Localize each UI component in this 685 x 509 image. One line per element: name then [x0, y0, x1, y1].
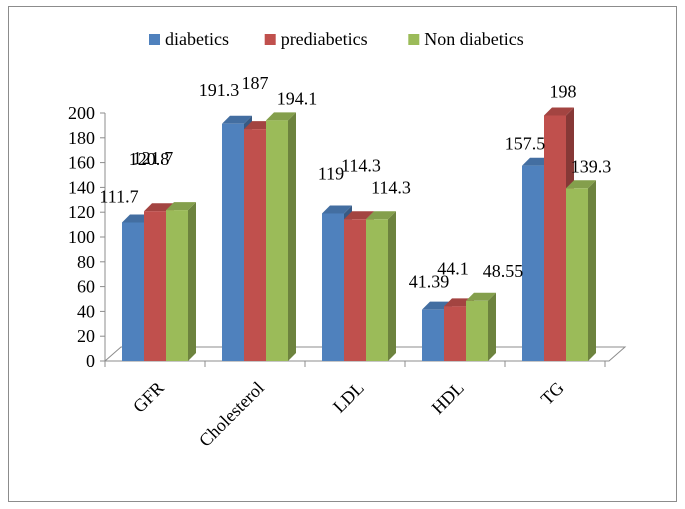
- bar-diabetics: [322, 213, 344, 361]
- data-label: 157.5: [505, 134, 546, 154]
- bar-non-diabetics: [166, 210, 188, 361]
- bar-top: [344, 211, 374, 220]
- bar-side: [388, 211, 396, 361]
- bar-prediabetics: [544, 115, 566, 361]
- legend-label: prediabetics: [281, 29, 368, 49]
- data-label: 191.3: [199, 80, 240, 100]
- bar-non-diabetics: [566, 188, 588, 361]
- bar-prediabetics: [144, 211, 166, 361]
- x-category-label: TG: [537, 378, 568, 409]
- bar-top: [466, 292, 496, 301]
- bar-diabetics: [422, 309, 444, 361]
- bar-diabetics: [222, 123, 244, 362]
- data-label: 114.3: [341, 155, 381, 175]
- data-label: 139.3: [571, 156, 612, 176]
- legend-swatch: [149, 34, 160, 45]
- y-tick-label: 60: [77, 277, 95, 297]
- bar-prediabetics: [344, 219, 366, 361]
- bar-top: [544, 107, 574, 116]
- bar-prediabetics: [444, 306, 466, 361]
- bar-top: [366, 211, 396, 220]
- bar-top: [144, 203, 174, 212]
- bar-top: [322, 205, 352, 214]
- y-tick-label: 140: [68, 177, 95, 197]
- y-tick-label: 80: [77, 252, 95, 272]
- data-label: 114.3: [371, 177, 411, 197]
- data-label: 187: [242, 73, 269, 93]
- data-label: 48.55: [483, 261, 524, 281]
- x-category-label: LDL: [329, 378, 368, 417]
- y-tick-label: 40: [77, 301, 95, 321]
- data-label: 111.7: [99, 186, 138, 206]
- bar-top: [166, 202, 196, 211]
- legend-swatch: [408, 34, 420, 45]
- data-label: 119: [318, 163, 344, 183]
- data-label: 120.8: [129, 149, 170, 169]
- bar-prediabetics: [244, 129, 266, 361]
- x-category-label: HDL: [428, 378, 468, 418]
- y-tick-label: 0: [86, 351, 95, 371]
- chart-frame: 0 20 40 60 80 100 120 140 160 180 200 GFR Cholestero…: [8, 6, 677, 502]
- legend-swatch: [264, 34, 276, 45]
- bar-non-diabetics: [366, 219, 388, 361]
- bar-side: [188, 202, 196, 361]
- bar-non-diabetics: [466, 300, 488, 361]
- y-tick-label: 160: [68, 153, 95, 173]
- bar-top: [566, 180, 596, 189]
- bar-diabetics: [522, 165, 544, 361]
- bar-side: [488, 292, 496, 361]
- data-label: 44.1: [437, 258, 469, 278]
- data-label: 41.39: [409, 272, 450, 292]
- bar-top: [266, 112, 296, 121]
- data-label: 121.7: [133, 148, 174, 168]
- y-tick-label: 180: [68, 128, 95, 148]
- legend-label: diabetics: [165, 29, 229, 49]
- data-label: 198: [550, 81, 577, 101]
- y-tick-label: 200: [68, 103, 95, 123]
- bar-side: [588, 180, 596, 361]
- x-category-label: Cholesterol: [195, 378, 268, 451]
- bar-non-diabetics: [266, 120, 288, 361]
- bar-top: [222, 115, 252, 124]
- bar-diabetics: [122, 222, 144, 361]
- data-label: 194.1: [277, 88, 318, 108]
- y-tick-label: 120: [68, 202, 95, 222]
- bar-chart: 0 20 40 60 80 100 120 140 160 180 200 GFR Cholestero…: [68, 29, 627, 451]
- y-tick-label: 100: [68, 227, 95, 247]
- x-category-label: GFR: [129, 378, 168, 417]
- bar-side: [288, 112, 296, 361]
- legend-label: Non diabetics: [424, 29, 523, 49]
- y-tick-label: 20: [77, 326, 95, 346]
